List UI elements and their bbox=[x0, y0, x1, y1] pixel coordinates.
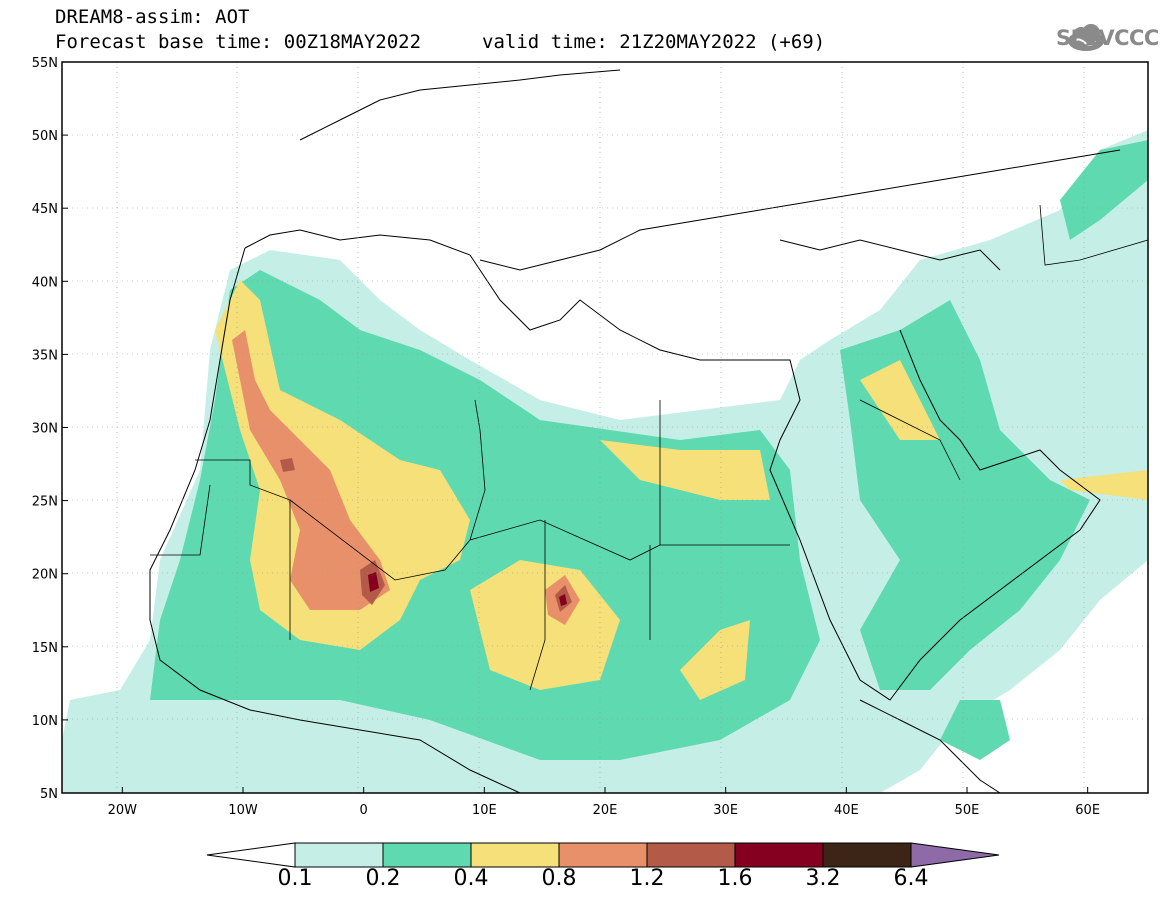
base-time: Forecast base time: 00Z18MAY2022 bbox=[55, 31, 422, 53]
lat-label: 35N bbox=[32, 348, 58, 363]
colorbar-swatch bbox=[822, 842, 912, 868]
lat-label: 45N bbox=[32, 202, 58, 217]
aot-band-0.8 bbox=[232, 330, 390, 610]
lat-axis: 55N 50N 45N 40N 35N 30N 25N 20N 15N 10N 5N bbox=[32, 56, 68, 802]
lat-label: 10N bbox=[32, 714, 58, 729]
cloud-icon bbox=[1068, 24, 1104, 51]
colorbar-swatch bbox=[734, 842, 824, 868]
aot-band-0.4e bbox=[860, 360, 940, 440]
map-title: DREAM8-assim: AOT bbox=[55, 6, 250, 28]
colorbar-max-arrow bbox=[910, 842, 1000, 868]
aot-band-0.2c bbox=[1060, 140, 1148, 240]
lon-label: 0 bbox=[360, 803, 368, 818]
lat-label: 15N bbox=[32, 641, 58, 656]
valid-time: valid time: 21Z20MAY2022 (+69) bbox=[482, 31, 826, 53]
country-borders bbox=[150, 204, 1148, 691]
lon-label: 40E bbox=[834, 803, 859, 818]
colorbar-label: 1.2 bbox=[629, 866, 665, 891]
colorbar-label: 0.2 bbox=[365, 866, 401, 891]
grid-lines bbox=[62, 62, 1148, 793]
coastlines bbox=[149, 69, 1121, 793]
lon-label: 20E bbox=[593, 803, 618, 818]
colorbar-swatch bbox=[470, 842, 560, 868]
lon-label: 20W bbox=[108, 803, 138, 818]
lat-label: 25N bbox=[32, 495, 58, 510]
aot-field bbox=[62, 62, 1148, 793]
aot-band-1.2c bbox=[280, 458, 295, 472]
colorbar-swatch bbox=[558, 842, 648, 868]
lon-label: 10W bbox=[228, 803, 258, 818]
aot-band-0.4 bbox=[215, 280, 470, 650]
colorbar-label: 6.4 bbox=[893, 866, 929, 891]
colorbar-swatch bbox=[646, 842, 736, 868]
colorbar-label: 3.2 bbox=[805, 866, 841, 891]
aot-band-0.4d bbox=[680, 620, 750, 700]
colorbar-label: 0.1 bbox=[277, 866, 313, 891]
lat-label: 50N bbox=[32, 129, 58, 144]
colorbar-swatch bbox=[294, 842, 384, 868]
colorbar bbox=[206, 842, 1000, 868]
lat-label: 40N bbox=[32, 275, 58, 290]
colorbar-min-arrow bbox=[206, 842, 296, 868]
lat-label: 20N bbox=[32, 568, 58, 583]
aot-band-0.4c bbox=[600, 440, 770, 500]
lon-label: 30E bbox=[713, 803, 738, 818]
aot-band-1.6b bbox=[559, 594, 567, 606]
colorbar-label: 0.8 bbox=[541, 866, 577, 891]
lon-label: 60E bbox=[1075, 803, 1100, 818]
aot-band-0.1b bbox=[800, 560, 890, 700]
colorbar-label: 0.4 bbox=[453, 866, 489, 891]
lon-label: 10E bbox=[472, 803, 497, 818]
colorbar-swatch bbox=[382, 842, 472, 868]
colorbar-label: 1.6 bbox=[717, 866, 753, 891]
lon-label: 50E bbox=[955, 803, 980, 818]
logo-text: SEEVCCC bbox=[1056, 26, 1159, 50]
aot-band-1.6 bbox=[368, 572, 379, 592]
lat-label: 5N bbox=[40, 787, 58, 802]
aot-band-0.4f bbox=[1060, 470, 1148, 500]
lat-label: 30N bbox=[32, 422, 58, 437]
aot-band-0.2d bbox=[940, 700, 1010, 760]
lon-axis: 20W 10W 0 10E 20E 30E 40E 50E 60E bbox=[108, 787, 1100, 818]
lat-label: 55N bbox=[32, 56, 58, 71]
